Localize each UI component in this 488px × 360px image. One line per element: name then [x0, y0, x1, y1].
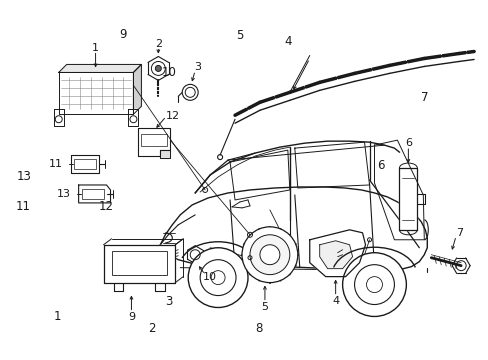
Polygon shape — [138, 128, 170, 156]
Text: 1: 1 — [53, 310, 61, 323]
Polygon shape — [79, 185, 110, 203]
Text: 2: 2 — [155, 39, 162, 49]
Text: 13: 13 — [57, 189, 71, 199]
Text: 6: 6 — [376, 159, 384, 172]
Text: 4: 4 — [331, 296, 339, 306]
Circle shape — [366, 276, 382, 293]
Circle shape — [200, 260, 236, 296]
Bar — [141, 134, 167, 146]
Text: 3: 3 — [165, 296, 172, 309]
Polygon shape — [59, 72, 133, 114]
Polygon shape — [128, 109, 138, 126]
Text: 8: 8 — [255, 322, 262, 335]
Text: 7: 7 — [455, 228, 462, 238]
Circle shape — [242, 227, 297, 283]
Polygon shape — [160, 187, 427, 272]
Text: 10: 10 — [161, 66, 176, 79]
Text: 1: 1 — [92, 42, 99, 53]
Text: 2: 2 — [148, 322, 155, 335]
Polygon shape — [54, 109, 63, 126]
Circle shape — [354, 265, 394, 305]
Polygon shape — [160, 150, 170, 158]
Text: 12: 12 — [98, 201, 113, 213]
Text: 3: 3 — [194, 62, 201, 72]
Text: 9: 9 — [119, 28, 126, 41]
Polygon shape — [309, 230, 365, 276]
Text: 9: 9 — [128, 312, 135, 323]
Text: 5: 5 — [261, 302, 268, 311]
Circle shape — [260, 245, 279, 265]
Text: 11: 11 — [49, 159, 62, 169]
Polygon shape — [103, 245, 175, 283]
Circle shape — [155, 66, 161, 71]
Text: 13: 13 — [16, 170, 31, 183]
Circle shape — [342, 253, 406, 316]
Text: 12: 12 — [166, 111, 180, 121]
Text: 4: 4 — [284, 35, 291, 49]
Polygon shape — [399, 168, 416, 230]
Polygon shape — [71, 155, 99, 173]
Text: 6: 6 — [404, 138, 411, 148]
Circle shape — [188, 248, 247, 307]
Text: 5: 5 — [235, 29, 243, 42]
Text: 11: 11 — [16, 201, 31, 213]
Text: 7: 7 — [420, 91, 427, 104]
Polygon shape — [133, 64, 141, 114]
Polygon shape — [319, 241, 352, 269]
Circle shape — [211, 271, 224, 285]
Text: 10: 10 — [203, 272, 217, 282]
Bar — [111, 251, 167, 275]
Circle shape — [249, 235, 289, 275]
Polygon shape — [59, 64, 141, 72]
Circle shape — [182, 84, 198, 100]
Bar — [81, 189, 103, 199]
Bar — [74, 159, 95, 169]
